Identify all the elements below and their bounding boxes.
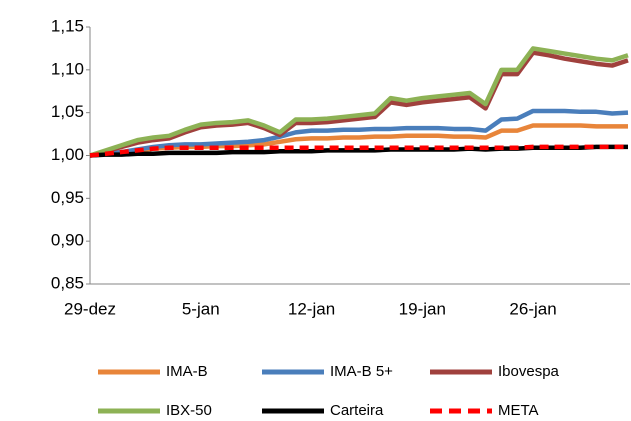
legend-label: IMA-B bbox=[166, 363, 208, 380]
x-tick-label: 29-dez bbox=[64, 299, 116, 318]
series-line bbox=[89, 108, 629, 158]
y-tick-label: 1,00 bbox=[51, 145, 84, 164]
y-tick-label: 0,90 bbox=[51, 231, 84, 250]
x-tick-label: 19-jan bbox=[399, 299, 446, 318]
legend-label: Carteira bbox=[330, 402, 384, 419]
series-line bbox=[89, 144, 628, 158]
x-tick-label: 12-jan bbox=[288, 299, 335, 318]
x-tick-label: 5-jan bbox=[182, 299, 220, 318]
legend-label: IBX-50 bbox=[166, 402, 212, 419]
x-tick-label: 26-jan bbox=[509, 299, 556, 318]
y-tick-label: 1,15 bbox=[51, 16, 84, 35]
legend-label: IMA-B 5+ bbox=[330, 363, 393, 380]
legend-label: Ibovespa bbox=[498, 363, 560, 380]
series-line bbox=[89, 50, 629, 158]
legend-label: META bbox=[498, 402, 539, 419]
series-line bbox=[89, 46, 629, 158]
y-tick-label: 1,10 bbox=[51, 59, 84, 78]
y-tick-label: 0,85 bbox=[51, 273, 84, 292]
series-line bbox=[89, 144, 628, 158]
y-tick-label: 0,95 bbox=[51, 188, 84, 207]
y-tick-label: 1,05 bbox=[51, 102, 84, 121]
